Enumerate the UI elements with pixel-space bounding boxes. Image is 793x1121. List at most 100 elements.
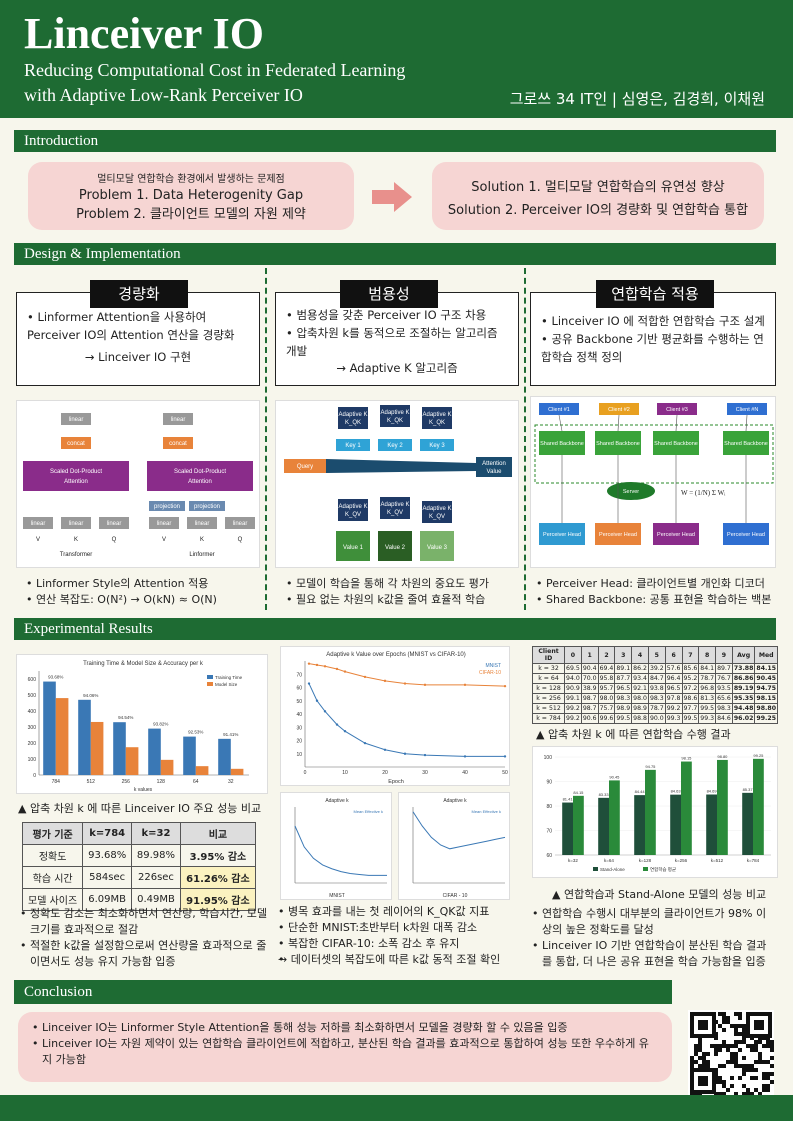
qr-module bbox=[742, 1092, 746, 1096]
table-cell: 99.2 bbox=[664, 703, 683, 714]
data-label: 98.80 bbox=[717, 754, 728, 759]
qr-code-icon[interactable] bbox=[688, 1010, 774, 1096]
legend-label: Mean Effective k bbox=[354, 809, 384, 814]
x-tick-label: 128 bbox=[157, 779, 166, 785]
table-cell: 98.9 bbox=[614, 703, 633, 714]
table-cell: 정확도 bbox=[21, 844, 84, 867]
y-tick-label: 60 bbox=[546, 853, 552, 859]
table-cell: 226sec bbox=[131, 866, 181, 889]
svg-text:Adaptive K: Adaptive K bbox=[422, 506, 451, 512]
qr-module bbox=[762, 1044, 766, 1048]
table-row: k = 256 99.1 98.7 98.0 98.3 98.0 98.3 97.8 98.6 8… bbox=[531, 693, 778, 704]
svg-text:Adaptive K: Adaptive K bbox=[338, 412, 367, 418]
data-label: 94.75 bbox=[645, 764, 656, 769]
qr-module bbox=[722, 1064, 726, 1068]
problem-1: Problem 1. Data Heterogenity Gap bbox=[78, 188, 304, 203]
x-tick-label: k=64 bbox=[604, 858, 614, 863]
svg-text:concat: concat bbox=[67, 441, 85, 447]
svg-text:linear: linear bbox=[31, 521, 46, 527]
poster-subtitle-1: Reducing Computational Cost in Federated… bbox=[24, 60, 406, 80]
table-cell: 99.2 bbox=[564, 703, 582, 714]
svg-text:Key 3: Key 3 bbox=[429, 443, 445, 449]
svg-text:Client #N: Client #N bbox=[736, 407, 759, 413]
qr-module bbox=[762, 1088, 766, 1092]
qr-module bbox=[698, 1056, 702, 1060]
qr-module bbox=[738, 1032, 742, 1036]
x-tick-label: k=128 bbox=[639, 858, 652, 863]
qr-module bbox=[770, 1056, 774, 1060]
table-cell: 38.9 bbox=[580, 683, 599, 694]
qr-module bbox=[770, 1048, 774, 1052]
table-cell: 95.2 bbox=[681, 673, 700, 684]
table-cell: 89.1 bbox=[614, 663, 633, 674]
table-cell: 69.5 bbox=[564, 663, 582, 674]
table-cell: 61.26% 감소 bbox=[179, 866, 257, 889]
qr-module bbox=[742, 1056, 746, 1060]
series-line bbox=[412, 811, 506, 850]
qr-module bbox=[738, 1016, 742, 1020]
qr-module bbox=[698, 1064, 702, 1068]
y-tick-label: 300 bbox=[28, 725, 37, 731]
svg-text:linear: linear bbox=[157, 521, 172, 527]
bar-federated bbox=[681, 761, 692, 855]
bar-chart-caption: ▲ 압축 차원 k 에 따른 Linceiver IO 주요 성능 비교 bbox=[18, 802, 262, 815]
qr-module bbox=[730, 1084, 734, 1088]
mnist-k-chart: Adaptive k Mean Effective k MNIST bbox=[294, 798, 387, 899]
y-tick-label: 60 bbox=[296, 686, 302, 692]
qr-module bbox=[734, 1056, 738, 1060]
svg-text:projection: projection bbox=[194, 504, 220, 510]
qr-module bbox=[762, 1072, 766, 1076]
table-cell: 98.3 bbox=[614, 693, 633, 704]
table-cell: 97.8 bbox=[664, 693, 683, 704]
qr-module bbox=[738, 1040, 742, 1044]
qr-module bbox=[758, 1092, 762, 1096]
svg-text:Linformer: Linformer bbox=[189, 552, 214, 558]
qr-module bbox=[714, 1048, 718, 1052]
y-tick-label: 0 bbox=[33, 773, 36, 779]
qr-module bbox=[726, 1044, 730, 1048]
y-tick-label: 40 bbox=[296, 712, 302, 718]
qr-module bbox=[714, 1044, 718, 1048]
qr-module bbox=[698, 1048, 702, 1052]
table-header: 평가 기준 bbox=[21, 822, 84, 845]
y-tick-label: 30 bbox=[296, 725, 302, 731]
series-line bbox=[308, 683, 505, 757]
table-cell: k = 64 bbox=[531, 673, 566, 684]
data-label: 99.25 bbox=[753, 753, 764, 758]
table-cell: 93.8 bbox=[647, 683, 666, 694]
table-header: 9 bbox=[715, 646, 733, 664]
table-header: Client ID bbox=[531, 646, 566, 664]
table-cell: 84.7 bbox=[647, 673, 666, 684]
linformer-figure: linear concat Scaled Dot-Product Attentio… bbox=[16, 400, 260, 568]
qr-module bbox=[770, 1080, 774, 1084]
qr-module bbox=[718, 1092, 722, 1096]
svg-text:Client #3: Client #3 bbox=[666, 407, 688, 413]
table-header: k=784 bbox=[82, 822, 133, 845]
comparison-table: 평가 기준 k=784 k=32 비교 정확도 93.68% 89.98% 3.95% 감소… bbox=[21, 822, 257, 911]
x-tick-label: k=512 bbox=[711, 858, 724, 863]
table-header: 비교 bbox=[179, 822, 257, 845]
table-cell: 84.15 bbox=[754, 663, 778, 674]
conclusion-item: Linceiver IO는 Linformer Style Attention을… bbox=[32, 1020, 658, 1036]
table-cell: 89.98% bbox=[131, 844, 181, 867]
table-cell: 97.7 bbox=[681, 703, 700, 714]
qr-module bbox=[754, 1068, 758, 1072]
qr-module bbox=[742, 1084, 746, 1088]
team-names: 그로쓰 34 IT인 | 심영은, 김경희, 이채원 bbox=[509, 90, 765, 108]
svg-text:K_QK: K_QK bbox=[429, 420, 445, 426]
table-cell: 90.6 bbox=[580, 713, 599, 724]
cifar-chart: Adaptive k Mean Effective k CIFAR - 10 bbox=[398, 792, 510, 900]
svg-text:Adaptive K: Adaptive K bbox=[380, 410, 409, 416]
card-bullet: • Linformer Attention을 사용하여 Perceiver IO… bbox=[27, 310, 235, 342]
qr-module bbox=[726, 1088, 730, 1092]
table-cell: 90.4 bbox=[580, 663, 599, 674]
qr-module bbox=[758, 1056, 762, 1060]
svg-text:Perceiver Head: Perceiver Head bbox=[727, 532, 765, 538]
svg-text:Key 1: Key 1 bbox=[345, 443, 361, 449]
qr-module bbox=[734, 1028, 738, 1032]
qr-module bbox=[750, 1092, 754, 1096]
table-cell: 85.6 bbox=[681, 663, 700, 674]
table-cell: 90.0 bbox=[647, 713, 666, 724]
table-cell: 99.5 bbox=[698, 703, 717, 714]
table-header: Avg bbox=[731, 646, 756, 664]
